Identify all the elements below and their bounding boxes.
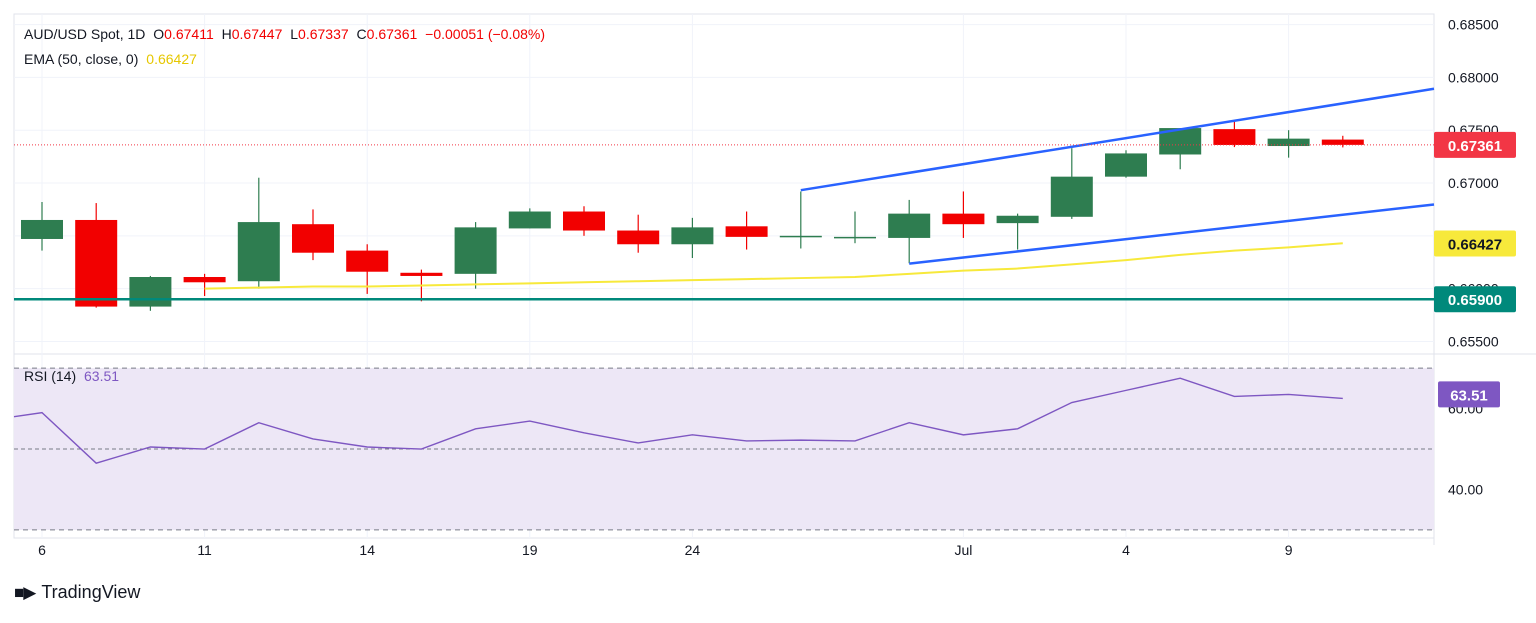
date-tick-label: 24: [685, 542, 701, 558]
candle-body: [725, 226, 768, 237]
price-tick-label: 0.65500: [1448, 333, 1499, 349]
support-badge-box: [1434, 286, 1516, 313]
last-price-badge-box: [1434, 131, 1516, 158]
date-tick-label: 19: [522, 542, 538, 558]
open-value: O0.67411: [153, 26, 214, 42]
rsi-legend-value: 63.51: [84, 368, 120, 384]
candle-body: [508, 211, 551, 229]
date-tick-label: Jul: [954, 542, 972, 558]
candle-body: [671, 227, 714, 245]
date-tick-label: 11: [197, 542, 212, 558]
candle-body: [888, 213, 931, 238]
low-value: L0.67337: [290, 26, 349, 42]
candle-body: [1105, 153, 1147, 177]
candle-body: [834, 236, 876, 239]
candle-body: [942, 213, 985, 225]
price-tick-label: 0.67000: [1448, 175, 1499, 191]
candle-body: [75, 219, 118, 307]
ema-badge-box: [1434, 230, 1516, 257]
candle-body: [996, 215, 1039, 224]
candle-body: [237, 222, 280, 282]
channel-upper-line: [800, 87, 1435, 192]
tradingview-logo[interactable]: ■▶ TradingView: [14, 582, 140, 603]
rsi-tick-label: 40.00: [1448, 481, 1483, 497]
candle-body: [21, 219, 63, 239]
candle-body: [1050, 176, 1093, 217]
candle-body: [292, 224, 334, 253]
candle-body: [1213, 129, 1256, 145]
date-tick-label: 4: [1122, 542, 1130, 558]
rsi-line: [13, 377, 1343, 464]
rsi-badge-box: [1438, 381, 1500, 408]
candle-body: [454, 227, 497, 274]
tradingview-logo-text: TradingView: [41, 582, 141, 602]
rsi-badge: 63.51: [1450, 387, 1488, 404]
close-value: C0.67361: [356, 26, 418, 42]
candle-body: [617, 230, 660, 245]
candle-body: [1267, 138, 1310, 147]
ohlc-legend: AUD/USD Spot, 1D O0.67411 H0.67447 L0.67…: [24, 26, 549, 42]
last-price-badge: 0.67361: [1448, 138, 1502, 155]
ema-legend-value: 0.66427: [146, 51, 197, 67]
price-tick-label: 0.68000: [1448, 69, 1499, 85]
candle-body: [1321, 139, 1364, 145]
support-badge: 0.65900: [1448, 292, 1502, 309]
candle-body: [563, 211, 605, 231]
ema-title[interactable]: EMA (50, close, 0): [24, 51, 139, 67]
price-tick-label: 0.68500: [1448, 17, 1499, 33]
tradingview-logo-icon: ■▶: [14, 582, 36, 602]
ema-badge: 0.66427: [1448, 237, 1502, 254]
ema-legend: EMA (50, close, 0) 0.66427: [24, 51, 201, 67]
channel-lower-line: [909, 203, 1435, 265]
date-tick-label: 9: [1285, 542, 1293, 558]
date-tick-label: 6: [38, 542, 46, 558]
candle-body: [779, 235, 822, 238]
candle-body: [346, 250, 389, 272]
candle-body: [183, 277, 226, 283]
date-tick-label: 14: [359, 542, 375, 558]
candle-body: [129, 277, 172, 307]
change-value: −0.00051 (−0.08%): [425, 26, 546, 42]
ema-line: [204, 242, 1343, 290]
candle-body: [400, 272, 443, 276]
symbol-title[interactable]: AUD/USD Spot, 1D: [24, 26, 146, 42]
rsi-title[interactable]: RSI (14): [24, 368, 77, 384]
high-value: H0.67447: [221, 26, 283, 42]
rsi-legend: RSI (14) 63.51: [24, 368, 123, 384]
